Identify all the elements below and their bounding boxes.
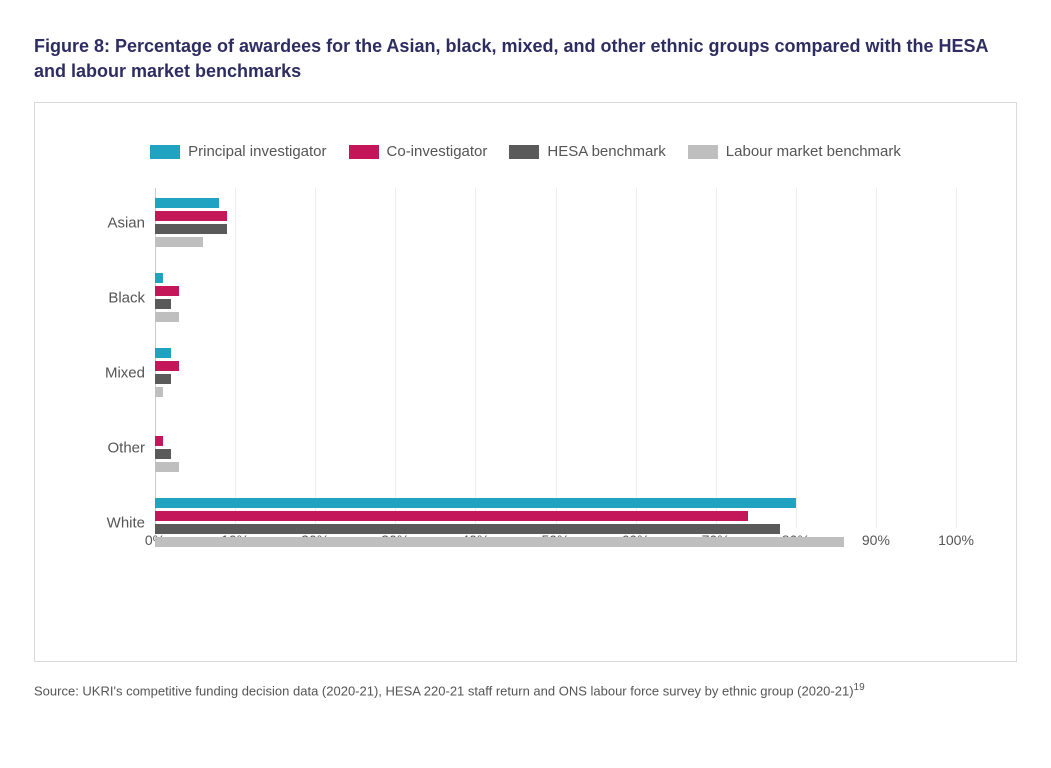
category-label: White bbox=[75, 514, 145, 531]
gridline bbox=[636, 188, 637, 528]
figure-title: Figure 8: Percentage of awardees for the… bbox=[34, 34, 1017, 84]
bar-pi bbox=[155, 498, 796, 508]
bar-hesa bbox=[155, 374, 171, 384]
category-label: Other bbox=[75, 439, 145, 456]
legend-label-hesa: HESA benchmark bbox=[547, 143, 665, 160]
bar-labour bbox=[155, 312, 179, 322]
swatch-coi bbox=[349, 145, 379, 159]
gridline bbox=[235, 188, 236, 528]
gridline bbox=[315, 188, 316, 528]
figure-container: Figure 8: Percentage of awardees for the… bbox=[0, 0, 1051, 768]
legend: Principal investigator Co-investigator H… bbox=[75, 143, 976, 160]
bar-coi bbox=[155, 361, 179, 371]
gridline bbox=[876, 188, 877, 528]
legend-item-labour: Labour market benchmark bbox=[688, 143, 901, 160]
bar-labour bbox=[155, 462, 179, 472]
bar-hesa bbox=[155, 224, 227, 234]
swatch-labour bbox=[688, 145, 718, 159]
bar-coi bbox=[155, 286, 179, 296]
bar-coi bbox=[155, 511, 748, 521]
category-label: Mixed bbox=[75, 364, 145, 381]
source-prefix: Source: bbox=[34, 684, 82, 699]
category-label: Asian bbox=[75, 214, 145, 231]
legend-item-hesa: HESA benchmark bbox=[509, 143, 665, 160]
bar-hesa bbox=[155, 299, 171, 309]
gridline bbox=[796, 188, 797, 528]
bar-hesa bbox=[155, 524, 780, 534]
bar-hesa bbox=[155, 449, 171, 459]
gridline bbox=[556, 188, 557, 528]
gridline bbox=[956, 188, 957, 528]
chart-box: Principal investigator Co-investigator H… bbox=[34, 102, 1017, 662]
bar-labour bbox=[155, 387, 163, 397]
x-tick-label: 90% bbox=[862, 532, 890, 548]
source-text: UKRI's competitive funding decision data… bbox=[82, 684, 853, 699]
plot-area: 0%10%20%30%40%50%60%70%80%90%100% AsianB… bbox=[155, 188, 956, 568]
gridline bbox=[475, 188, 476, 528]
legend-item-coi: Co-investigator bbox=[349, 143, 488, 160]
legend-label-labour: Labour market benchmark bbox=[726, 143, 901, 160]
swatch-pi bbox=[150, 145, 180, 159]
swatch-hesa bbox=[509, 145, 539, 159]
gridline bbox=[716, 188, 717, 528]
bar-pi bbox=[155, 273, 163, 283]
legend-label-pi: Principal investigator bbox=[188, 143, 326, 160]
category-label: Black bbox=[75, 289, 145, 306]
bar-pi bbox=[155, 348, 171, 358]
bar-coi bbox=[155, 211, 227, 221]
bar-pi bbox=[155, 198, 219, 208]
bar-coi bbox=[155, 436, 163, 446]
legend-label-coi: Co-investigator bbox=[387, 143, 488, 160]
bar-labour bbox=[155, 537, 844, 547]
x-tick-label: 100% bbox=[938, 532, 974, 548]
gridline bbox=[395, 188, 396, 528]
bar-labour bbox=[155, 237, 203, 247]
source-line: Source: UKRI's competitive funding decis… bbox=[34, 682, 1017, 698]
source-sup: 19 bbox=[854, 682, 865, 693]
legend-item-pi: Principal investigator bbox=[150, 143, 326, 160]
